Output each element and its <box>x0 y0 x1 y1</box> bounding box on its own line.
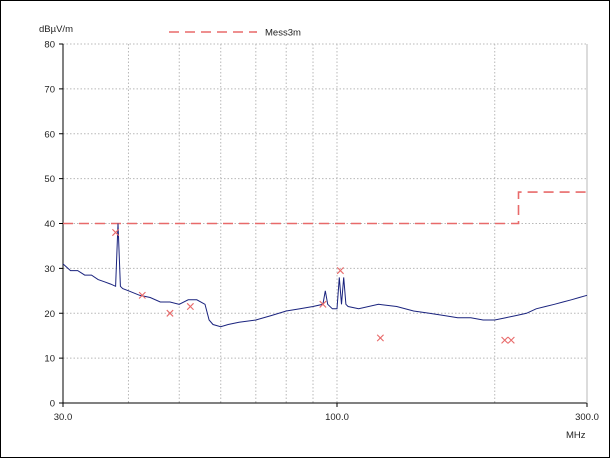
measurement-trace <box>62 223 588 328</box>
legend-label: Mess3m <box>265 28 301 39</box>
x-axis-label: MHz <box>566 430 586 441</box>
data-marker <box>507 336 515 344</box>
y-tick-label: 30 <box>44 264 55 275</box>
data-marker <box>319 300 327 308</box>
data-marker <box>166 309 174 317</box>
marker-stroke <box>501 336 509 344</box>
y-axis-label: dBµV/m <box>39 24 73 35</box>
marker-stroke <box>376 334 384 342</box>
tick-labels: 0 10 20 30 40 50 60 70 80 30.0 100.0 300.0 <box>44 40 598 424</box>
plot-area <box>62 191 588 344</box>
marker-stroke <box>507 336 515 344</box>
data-marker <box>501 336 509 344</box>
y-tick-label: 10 <box>44 354 55 365</box>
marker-stroke <box>138 291 146 299</box>
data-marker <box>186 302 194 311</box>
data-marker <box>336 267 344 275</box>
y-tick-label: 40 <box>44 219 55 230</box>
data-marker <box>138 291 146 299</box>
marker-stroke <box>336 267 344 275</box>
y-tick-label: 50 <box>44 174 55 185</box>
marker-stroke <box>166 309 174 317</box>
y-tick-label: 0 <box>50 399 55 410</box>
marker-stroke <box>112 228 120 237</box>
y-tick-label: 70 <box>44 84 55 95</box>
marker-stroke <box>186 302 194 311</box>
x-tick-label: 100.0 <box>325 412 349 423</box>
legend: Mess3m <box>169 28 301 39</box>
y-tick-label: 60 <box>44 129 55 140</box>
limit-line <box>63 191 587 225</box>
marker-stroke <box>319 300 327 308</box>
y-tick-label: 80 <box>44 40 55 51</box>
x-tick-label: 300.0 <box>575 412 599 423</box>
x-tick-label: 30.0 <box>54 412 73 423</box>
axes <box>59 43 588 407</box>
data-marker <box>376 334 384 342</box>
data-marker <box>112 228 120 237</box>
y-tick-label: 20 <box>44 309 55 320</box>
